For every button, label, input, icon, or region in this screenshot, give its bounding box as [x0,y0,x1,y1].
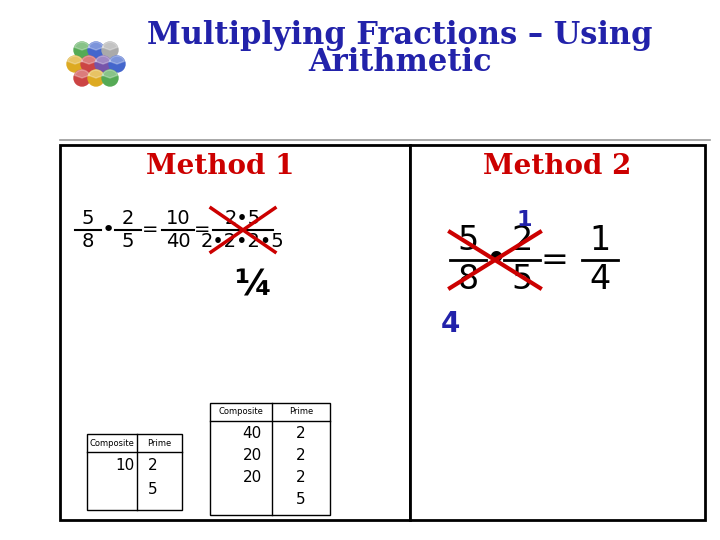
Text: 5: 5 [122,232,134,251]
Text: ¼: ¼ [234,268,271,302]
Text: 20: 20 [243,449,261,463]
Text: 5: 5 [457,224,479,257]
Text: 2•5: 2•5 [225,209,261,228]
Text: 8: 8 [457,263,479,296]
Text: Prime: Prime [289,408,313,416]
Text: Multiplying Fractions – Using: Multiplying Fractions – Using [148,20,653,51]
Text: =: = [142,220,158,240]
Text: 2•2•2•5: 2•2•2•5 [201,232,285,251]
Text: 2: 2 [296,449,306,463]
Wedge shape [102,70,117,78]
Circle shape [74,70,90,86]
Circle shape [81,56,97,72]
Text: 1: 1 [590,224,611,257]
Text: Composite: Composite [219,408,264,416]
Wedge shape [89,42,104,50]
Circle shape [74,42,90,58]
Text: 2: 2 [296,470,306,485]
Text: 40: 40 [166,232,190,251]
Circle shape [102,70,118,86]
Text: Arithmetic: Arithmetic [308,47,492,78]
Text: 40: 40 [243,427,261,442]
Text: =: = [540,244,568,276]
Circle shape [88,70,104,86]
Wedge shape [89,70,104,78]
Text: 20: 20 [243,470,261,485]
Wedge shape [81,56,96,64]
Bar [60,145,410,520]
Text: Method 2: Method 2 [483,153,631,180]
Text: Method 1: Method 1 [146,153,294,180]
Text: 4: 4 [441,310,459,338]
Circle shape [109,56,125,72]
Text: 8: 8 [82,232,94,251]
Text: 10: 10 [115,458,135,474]
Text: =: = [194,220,210,240]
Wedge shape [74,42,89,50]
Text: 4: 4 [590,263,611,296]
Text: 5: 5 [511,263,533,296]
Circle shape [102,42,118,58]
Text: 1: 1 [516,210,532,230]
Text: 5: 5 [82,209,94,228]
Text: 5: 5 [296,492,306,508]
Text: 2: 2 [296,427,306,442]
Text: Composite: Composite [89,438,135,448]
Text: 2: 2 [511,224,533,257]
Text: 2: 2 [122,209,134,228]
Text: •: • [102,220,114,240]
Wedge shape [102,42,117,50]
Wedge shape [109,56,125,64]
Text: 2: 2 [148,458,158,474]
Circle shape [67,56,83,72]
Wedge shape [68,56,83,64]
Text: 5: 5 [148,483,158,497]
Bar [210,403,330,515]
Text: 10: 10 [166,209,190,228]
Circle shape [88,42,104,58]
Bar [410,145,705,520]
Bar [87,434,182,510]
Text: •: • [485,241,508,279]
Wedge shape [74,70,89,78]
Wedge shape [96,56,110,64]
Text: Prime: Prime [147,438,171,448]
Circle shape [95,56,111,72]
